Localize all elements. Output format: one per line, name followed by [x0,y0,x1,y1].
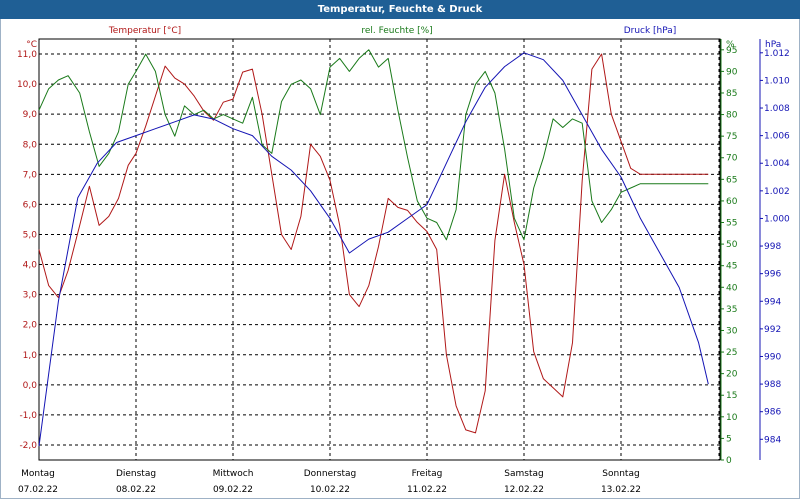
humidity-tick-label: 15 [726,391,737,401]
pressure-tick-label: 984 [764,435,781,445]
humidity-tick-label: 85 [726,89,737,99]
pressure-tick-label: 1.000 [764,214,790,224]
temperature-tick-label: 11,0 [17,50,37,60]
window-title: Temperatur, Feuchte & Druck [0,0,800,19]
humidity-tick-label: 55 [726,219,737,229]
humidity-tick-label: 25 [726,348,737,358]
temperature-tick-label: 1,0 [23,351,38,361]
humidity-tick-label: 10 [726,413,738,423]
pressure-tick-label: 988 [764,380,781,390]
pressure-tick-label: 1.010 [764,76,790,86]
x-day-label: Freitag [412,469,443,479]
temperature-tick-label: 10,0 [17,80,37,90]
x-day-label: Sonntag [602,469,639,479]
pressure-tick-label: 986 [764,408,781,418]
temperature-tick-label: 3,0 [23,291,38,301]
temperature-tick-label: 8,0 [23,140,38,150]
humidity-tick-label: 70 [726,154,738,164]
humidity-tick-label: 90 [726,67,738,77]
pressure-tick-label: 1.002 [764,187,790,197]
pressure-tick-label: 1.004 [764,159,790,169]
x-day-label: Dienstag [116,469,156,479]
humidity-tick-label: 5 [726,434,732,444]
humidity-tick-label: 50 [726,240,738,250]
humidity-line [38,49,709,241]
humidity-tick-label: 20 [726,370,738,380]
humidity-unit-label: % [726,40,735,50]
humidity-tick-label: 60 [726,197,738,207]
pressure-axis-title: Druck [hPa] [624,26,677,36]
pressure-tick-label: 994 [764,297,781,307]
temperature-tick-label: 4,0 [23,261,38,271]
plot-border [38,38,721,461]
x-day-label: Montag [21,469,55,479]
x-date-label: 09.02.22 [213,485,253,495]
pressure-tick-label: 1.012 [764,49,790,59]
x-date-label: 07.02.22 [18,485,58,495]
pressure-tick-label: 1.008 [764,104,790,114]
humidity-axis-title: rel. Feuchte [%] [361,26,432,36]
humidity-tick-label: 30 [726,326,738,336]
pressure-tick-label: 1.006 [764,132,790,142]
humidity-tick-label: 45 [726,262,737,272]
humidity-tick-label: 95 [726,46,737,56]
pressure-line [38,52,709,447]
temperature-tick-label: 2,0 [23,321,38,331]
temperature-tick-label: 6,0 [23,200,38,210]
x-date-label: 11.02.22 [407,485,447,495]
x-day-label: Mittwoch [213,469,254,479]
humidity-tick-label: 35 [726,305,737,315]
pressure-tick-label: 996 [764,270,781,280]
temperature-tick-label: 9,0 [23,110,38,120]
pressure-tick-label: 998 [764,242,781,252]
pressure-tick-label: 990 [764,352,781,362]
x-date-label: 13.02.22 [601,485,641,495]
x-date-label: 12.02.22 [504,485,544,495]
humidity-tick-label: 0 [726,456,732,466]
x-day-label: Donnerstag [304,469,357,479]
humidity-tick-label: 65 [726,175,737,185]
humidity-tick-label: 75 [726,132,737,142]
humidity-tick-label: 40 [726,283,738,293]
pressure-tick-label: 992 [764,325,781,335]
temperature-line [38,53,709,434]
temperature-tick-label: -2,0 [19,441,37,451]
temperature-tick-label: 0,0 [23,381,38,391]
temperature-axis-title: Temperatur [°C] [108,26,181,36]
humidity-tick-label: 80 [726,111,738,121]
temperature-tick-label: 5,0 [23,230,38,240]
x-day-label: Samstag [504,469,543,479]
temperature-tick-label: 7,0 [23,170,38,180]
pressure-unit-label: hPa [765,40,781,50]
x-date-label: 08.02.22 [116,485,156,495]
temperature-unit-label: °C [26,40,37,50]
x-date-label: 10.02.22 [310,485,350,495]
temperature-tick-label: -1,0 [19,411,37,421]
